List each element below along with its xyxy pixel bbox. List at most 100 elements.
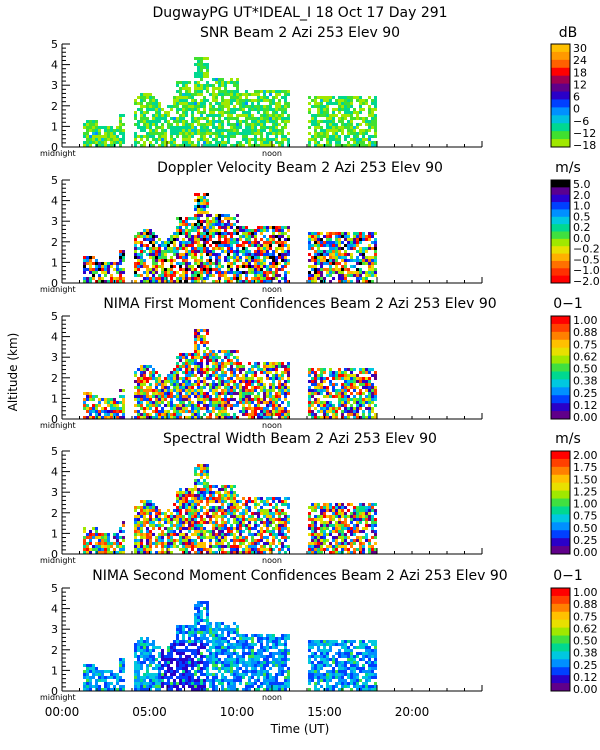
heatmap-cell	[134, 515, 137, 518]
heatmap-cell	[311, 268, 314, 271]
heatmap-cell	[83, 135, 86, 138]
heatmap-cell	[341, 126, 344, 129]
heatmap-cell	[338, 551, 341, 554]
heatmap-cell	[311, 238, 314, 241]
heatmap-cell	[119, 132, 122, 135]
heatmap-cell	[263, 524, 266, 527]
heatmap-cell	[110, 277, 113, 280]
heatmap-cell	[146, 542, 149, 545]
heatmap-cell	[239, 401, 242, 404]
heatmap-cell	[221, 235, 224, 238]
heatmap-cell	[227, 383, 230, 386]
heatmap-cell	[317, 536, 320, 539]
heatmap-cell	[308, 371, 311, 374]
heatmap-cell	[278, 518, 281, 521]
heatmap-cell	[329, 250, 332, 253]
heatmap-cell	[272, 108, 275, 111]
heatmap-cell	[164, 386, 167, 389]
heatmap-cell	[275, 132, 278, 135]
heatmap-cell	[107, 545, 110, 548]
heatmap-cell	[158, 247, 161, 250]
heatmap-cell	[149, 542, 152, 545]
heatmap-cell	[329, 416, 332, 419]
heatmap-cell	[251, 144, 254, 147]
heatmap-cell	[134, 141, 137, 144]
heatmap-cell	[344, 262, 347, 265]
heatmap-cell	[281, 241, 284, 244]
heatmap-cell	[260, 410, 263, 413]
heatmap-cell	[365, 274, 368, 277]
heatmap-cell	[314, 545, 317, 548]
heatmap-cell	[266, 518, 269, 521]
colorbar-tick-label: 6	[573, 91, 580, 104]
heatmap-cell	[149, 536, 152, 539]
heatmap-cell	[230, 371, 233, 374]
heatmap-cell	[89, 410, 92, 413]
heatmap-cell	[122, 413, 125, 416]
heatmap-cell	[161, 413, 164, 416]
heatmap-cell	[107, 404, 110, 407]
heatmap-cell	[263, 274, 266, 277]
heatmap-cell	[194, 359, 197, 362]
heatmap-cell	[344, 235, 347, 238]
heatmap-cell	[179, 256, 182, 259]
heatmap-cell	[263, 530, 266, 533]
heatmap-cell	[170, 398, 173, 401]
heatmap-cell	[308, 506, 311, 509]
heatmap-cell	[209, 494, 212, 497]
heatmap-cell	[221, 494, 224, 497]
heatmap-cell	[203, 380, 206, 383]
heatmap-cell	[257, 533, 260, 536]
heatmap-cell	[347, 144, 350, 147]
heatmap-cell	[269, 129, 272, 132]
heatmap-cell	[164, 271, 167, 274]
heatmap-cell	[143, 545, 146, 548]
heatmap-cell	[374, 371, 377, 374]
panel-3: NIMA First Moment Confidences Beam 2 Azi…	[40, 296, 598, 430]
heatmap-cell	[266, 253, 269, 256]
heatmap-cell	[188, 494, 191, 497]
heatmap-cell	[323, 262, 326, 265]
heatmap-cell	[86, 416, 89, 419]
heatmap-cell	[314, 256, 317, 259]
heatmap-cell	[143, 105, 146, 108]
colorbar-swatch	[551, 51, 570, 61]
heatmap-cell	[221, 542, 224, 545]
heatmap-cell	[149, 241, 152, 244]
heatmap-cell	[260, 117, 263, 120]
heatmap-cell	[200, 509, 203, 512]
heatmap-cell	[209, 132, 212, 135]
heatmap-cell	[248, 497, 251, 500]
heatmap-cell	[206, 138, 209, 141]
heatmap-cell	[260, 380, 263, 383]
heatmap-cell	[89, 129, 92, 132]
heatmap-cell	[266, 527, 269, 530]
heatmap-cell	[197, 102, 200, 105]
heatmap-cell	[224, 524, 227, 527]
heatmap-cell	[191, 494, 194, 497]
heatmap-cell	[164, 398, 167, 401]
heatmap-cell	[308, 410, 311, 413]
heatmap-cell	[317, 241, 320, 244]
heatmap-cell	[182, 395, 185, 398]
colorbar-swatch	[551, 99, 570, 108]
heatmap-cell	[146, 380, 149, 383]
heatmap-cell	[266, 141, 269, 144]
heatmap-cell	[308, 235, 311, 238]
heatmap-cell	[314, 114, 317, 117]
heatmap-cell	[170, 117, 173, 120]
heatmap-cell	[242, 271, 245, 274]
heatmap-cell	[287, 141, 290, 144]
heatmap-cell	[158, 521, 161, 524]
heatmap-cell	[368, 407, 371, 410]
heatmap-cell	[167, 259, 170, 262]
heatmap-cell	[197, 347, 200, 350]
heatmap-cell	[203, 404, 206, 407]
heatmap-cell	[140, 117, 143, 120]
heatmap-cell	[353, 401, 356, 404]
heatmap-cell	[281, 232, 284, 235]
heatmap-cell	[206, 356, 209, 359]
heatmap-cell	[209, 259, 212, 262]
heatmap-cell	[368, 238, 371, 241]
heatmap-cell	[266, 120, 269, 123]
